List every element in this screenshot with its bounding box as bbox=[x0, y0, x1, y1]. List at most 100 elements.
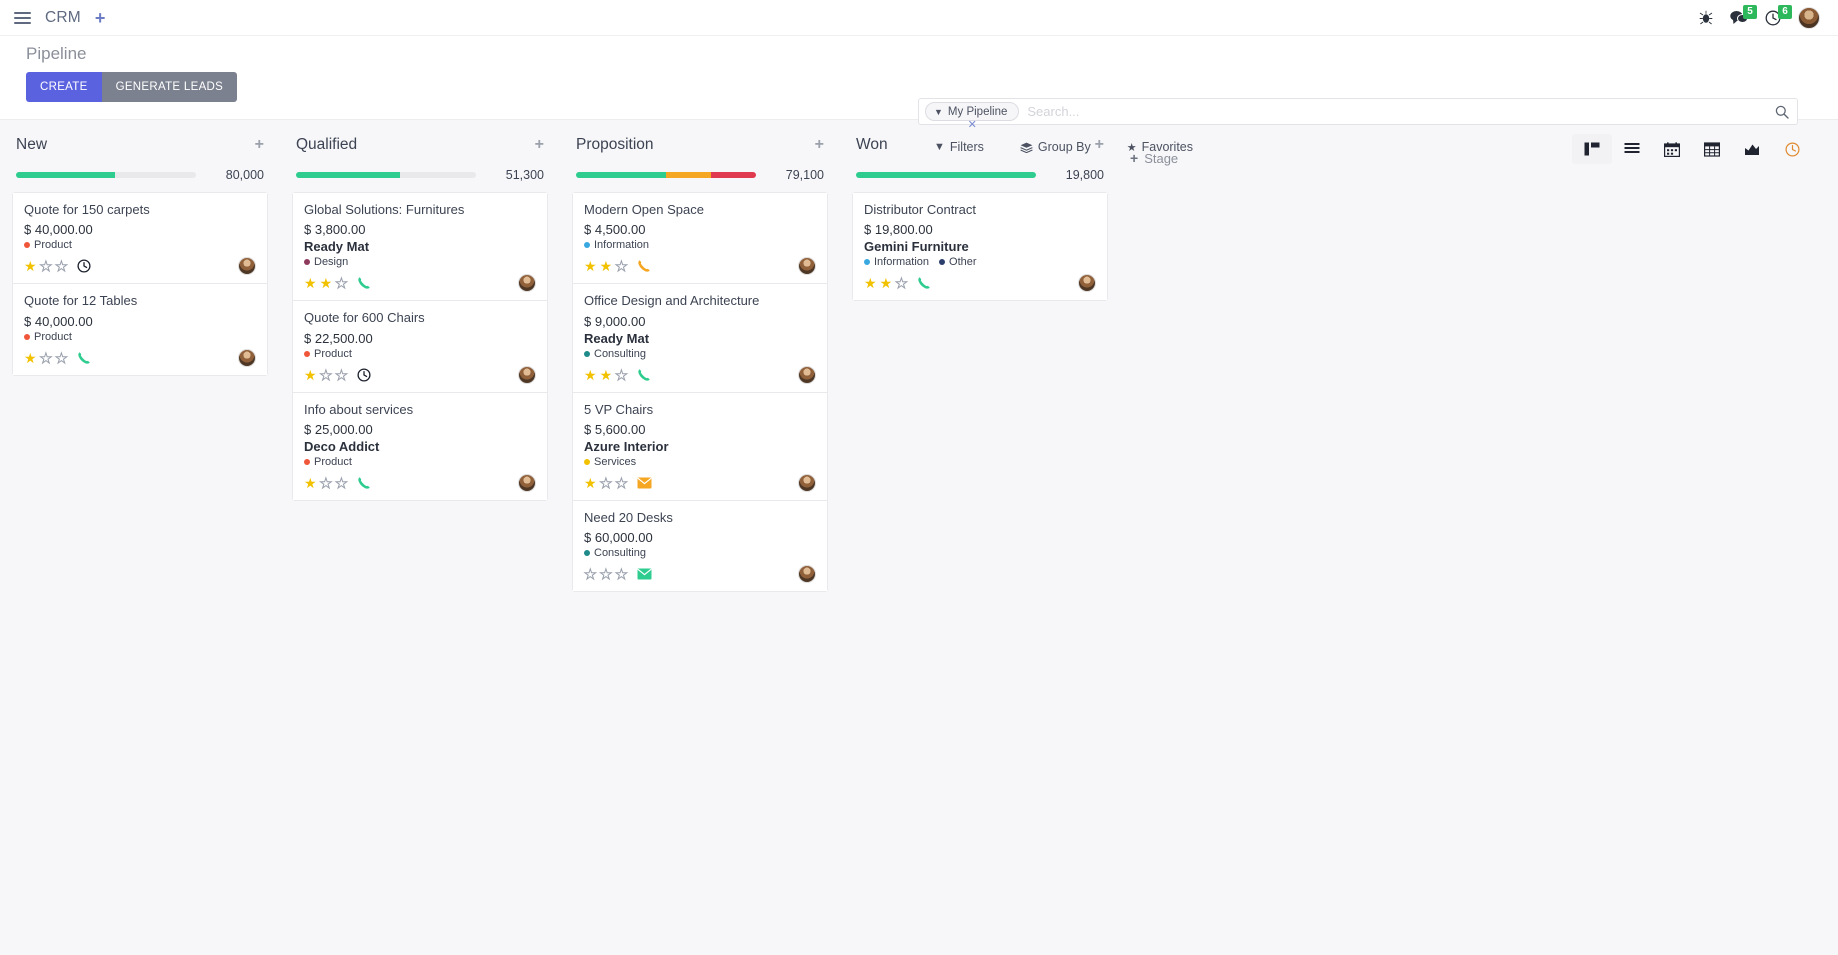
envelope-icon[interactable] bbox=[637, 477, 652, 489]
priority-star[interactable]: ★ bbox=[584, 366, 597, 383]
column-title[interactable]: Proposition bbox=[576, 136, 654, 153]
view-button-kanban[interactable] bbox=[1572, 134, 1612, 164]
priority-star[interactable]: ★ bbox=[879, 275, 893, 292]
kanban-card[interactable]: Info about services $ 25,000.00 Deco Addic… bbox=[292, 391, 548, 501]
progress-segment[interactable] bbox=[115, 172, 196, 178]
progress-segment[interactable] bbox=[666, 172, 711, 178]
filters-menu[interactable]: ▼ Filters bbox=[934, 140, 984, 154]
card-assignee-avatar[interactable] bbox=[518, 274, 536, 293]
priority-star[interactable]: ★ bbox=[584, 566, 598, 582]
priority-star[interactable]: ★ bbox=[304, 366, 317, 383]
progress-segment[interactable] bbox=[296, 172, 401, 178]
group-by-menu[interactable]: Group By bbox=[1020, 140, 1091, 154]
priority-star[interactable]: ★ bbox=[599, 366, 613, 383]
card-priority[interactable]: ★ ★ ★ bbox=[584, 566, 629, 582]
favorites-menu[interactable]: ★ Favorites bbox=[1127, 140, 1193, 154]
card-tag[interactable]: Consulting bbox=[584, 547, 646, 559]
kanban-card[interactable]: Distributor Contract $ 19,800.00 Gemini Fu… bbox=[852, 192, 1108, 302]
column-title[interactable]: Won bbox=[856, 136, 888, 153]
activities-counter[interactable]: 6 bbox=[1765, 4, 1792, 26]
priority-star[interactable]: ★ bbox=[584, 474, 597, 491]
kanban-card[interactable]: Need 20 Desks $ 60,000.00 Consulting ★ ★ ★ bbox=[572, 499, 828, 592]
card-tag[interactable]: Product bbox=[304, 456, 352, 468]
close-icon[interactable]: ✕ bbox=[967, 119, 977, 131]
app-brand-crm[interactable]: CRM bbox=[45, 8, 81, 26]
kanban-card[interactable]: Modern Open Space $ 4,500.00 Information ★ ★… bbox=[572, 192, 828, 284]
kanban-card[interactable]: Quote for 150 carpets $ 40,000.00 Product ★… bbox=[12, 192, 268, 284]
plus-icon[interactable]: + bbox=[534, 136, 544, 153]
priority-star[interactable]: ★ bbox=[615, 566, 629, 582]
kanban-card[interactable]: Global Solutions: Furnitures $ 3,800.00 Re… bbox=[292, 192, 548, 301]
priority-star[interactable]: ★ bbox=[304, 474, 317, 491]
card-assignee-avatar[interactable] bbox=[238, 257, 256, 276]
priority-star[interactable]: ★ bbox=[584, 258, 597, 275]
plus-icon[interactable]: + bbox=[254, 136, 264, 153]
card-assignee-avatar[interactable] bbox=[798, 473, 816, 492]
priority-star[interactable]: ★ bbox=[615, 258, 629, 275]
priority-star[interactable]: ★ bbox=[39, 349, 53, 366]
card-priority[interactable]: ★ ★ ★ bbox=[584, 366, 629, 383]
bug-icon[interactable] bbox=[1699, 10, 1713, 25]
clock-icon[interactable] bbox=[77, 259, 91, 273]
card-tag[interactable]: Product bbox=[304, 348, 352, 360]
card-priority[interactable]: ★ ★ ★ bbox=[304, 366, 349, 383]
priority-star[interactable]: ★ bbox=[895, 275, 909, 292]
search-facet-my-pipeline[interactable]: ▼ My Pipeline ✕ bbox=[925, 102, 1020, 131]
envelope-icon[interactable] bbox=[637, 568, 652, 580]
card-tag[interactable]: Other bbox=[939, 256, 977, 268]
progress-segment[interactable] bbox=[400, 172, 476, 178]
priority-star[interactable]: ★ bbox=[599, 258, 613, 275]
view-button-pivot[interactable] bbox=[1692, 134, 1732, 164]
priority-star[interactable]: ★ bbox=[615, 366, 629, 383]
column-title[interactable]: Qualified bbox=[296, 136, 358, 153]
view-button-list[interactable] bbox=[1612, 134, 1652, 164]
plus-icon[interactable]: + bbox=[1094, 136, 1104, 153]
phone-icon[interactable] bbox=[637, 259, 651, 273]
priority-star[interactable]: ★ bbox=[24, 258, 37, 275]
messages-counter[interactable]: 5 bbox=[1730, 5, 1757, 25]
priority-star[interactable]: ★ bbox=[864, 275, 877, 292]
priority-star[interactable]: ★ bbox=[335, 474, 349, 491]
card-tag[interactable]: Design bbox=[304, 256, 348, 268]
phone-icon[interactable] bbox=[77, 351, 91, 365]
priority-star[interactable]: ★ bbox=[319, 474, 333, 491]
phone-icon[interactable] bbox=[637, 368, 651, 382]
search-bar[interactable]: ▼ My Pipeline ✕ bbox=[918, 98, 1798, 131]
user-avatar[interactable] bbox=[1798, 6, 1820, 29]
card-assignee-avatar[interactable] bbox=[798, 565, 816, 583]
card-assignee-avatar[interactable] bbox=[798, 257, 816, 276]
progress-segment[interactable] bbox=[856, 172, 1036, 178]
card-priority[interactable]: ★ ★ ★ bbox=[304, 275, 349, 292]
view-button-graph[interactable] bbox=[1732, 134, 1772, 164]
card-tag[interactable]: Product bbox=[24, 239, 72, 251]
priority-star[interactable]: ★ bbox=[319, 275, 333, 292]
card-tag[interactable]: Product bbox=[24, 331, 72, 343]
search-icon[interactable] bbox=[1775, 105, 1791, 119]
kanban-card[interactable]: 5 VP Chairs $ 5,600.00 Azure Interior Servi… bbox=[572, 391, 828, 500]
priority-star[interactable]: ★ bbox=[599, 566, 613, 582]
hamburger-menu-icon[interactable] bbox=[14, 11, 31, 24]
card-priority[interactable]: ★ ★ ★ bbox=[864, 275, 909, 292]
phone-icon[interactable] bbox=[917, 276, 931, 290]
kanban-card[interactable]: Office Design and Architecture $ 9,000.00… bbox=[572, 283, 828, 392]
card-assignee-avatar[interactable] bbox=[1078, 274, 1096, 293]
view-button-activity[interactable] bbox=[1772, 134, 1812, 164]
priority-star[interactable]: ★ bbox=[55, 258, 69, 275]
search-input[interactable] bbox=[1019, 103, 1775, 120]
card-assignee-avatar[interactable] bbox=[798, 365, 816, 384]
priority-star[interactable]: ★ bbox=[55, 349, 69, 366]
priority-star[interactable]: ★ bbox=[319, 366, 333, 383]
priority-star[interactable]: ★ bbox=[335, 275, 349, 292]
priority-star[interactable]: ★ bbox=[24, 349, 37, 366]
card-priority[interactable]: ★ ★ ★ bbox=[24, 349, 69, 366]
card-priority[interactable]: ★ ★ ★ bbox=[304, 474, 349, 491]
column-title[interactable]: New bbox=[16, 136, 48, 153]
clock-icon[interactable] bbox=[357, 367, 371, 382]
priority-star[interactable]: ★ bbox=[335, 366, 349, 383]
progress-segment[interactable] bbox=[16, 172, 115, 178]
card-assignee-avatar[interactable] bbox=[238, 348, 256, 367]
priority-star[interactable]: ★ bbox=[615, 474, 629, 491]
card-assignee-avatar[interactable] bbox=[518, 365, 536, 384]
create-button[interactable]: CREATE bbox=[26, 72, 102, 102]
priority-star[interactable]: ★ bbox=[304, 275, 317, 292]
